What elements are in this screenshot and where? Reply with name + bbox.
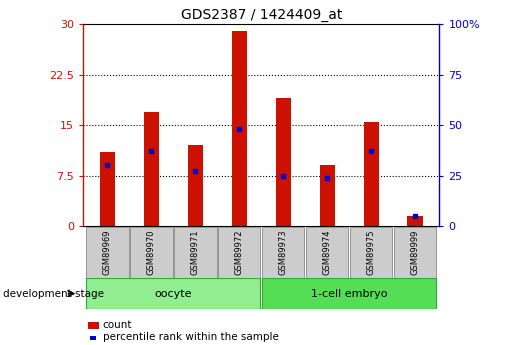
Bar [364, 122, 379, 226]
Bar [232, 31, 247, 226]
Bar [218, 227, 261, 278]
Text: GSM89969: GSM89969 [103, 229, 112, 275]
Text: count: count [103, 320, 132, 330]
Bar [394, 227, 436, 278]
Bar [130, 227, 173, 278]
Bar [90, 336, 96, 340]
Title: GDS2387 / 1424409_at: GDS2387 / 1424409_at [181, 8, 342, 22]
Bar [306, 227, 348, 278]
Text: development stage: development stage [3, 289, 104, 298]
Bar [320, 166, 335, 226]
Bar [350, 227, 392, 278]
Text: 1-cell embryo: 1-cell embryo [311, 289, 387, 298]
Text: GSM89974: GSM89974 [323, 229, 332, 275]
Text: GSM89973: GSM89973 [279, 229, 288, 275]
Bar [188, 145, 203, 226]
Bar [86, 278, 261, 309]
Bar [276, 98, 291, 226]
Bar [144, 112, 159, 226]
Bar [262, 227, 305, 278]
Text: GSM89972: GSM89972 [235, 229, 244, 275]
Bar [174, 227, 217, 278]
Text: GSM89975: GSM89975 [367, 229, 376, 275]
Bar [100, 152, 115, 226]
Text: GSM89970: GSM89970 [147, 229, 156, 275]
Bar [408, 216, 423, 226]
Text: percentile rank within the sample: percentile rank within the sample [103, 333, 278, 342]
Text: GSM89999: GSM89999 [411, 229, 420, 275]
Bar [88, 322, 99, 329]
Bar [86, 227, 129, 278]
Text: oocyte: oocyte [155, 289, 192, 298]
Bar [262, 278, 436, 309]
Text: GSM89971: GSM89971 [191, 229, 200, 275]
